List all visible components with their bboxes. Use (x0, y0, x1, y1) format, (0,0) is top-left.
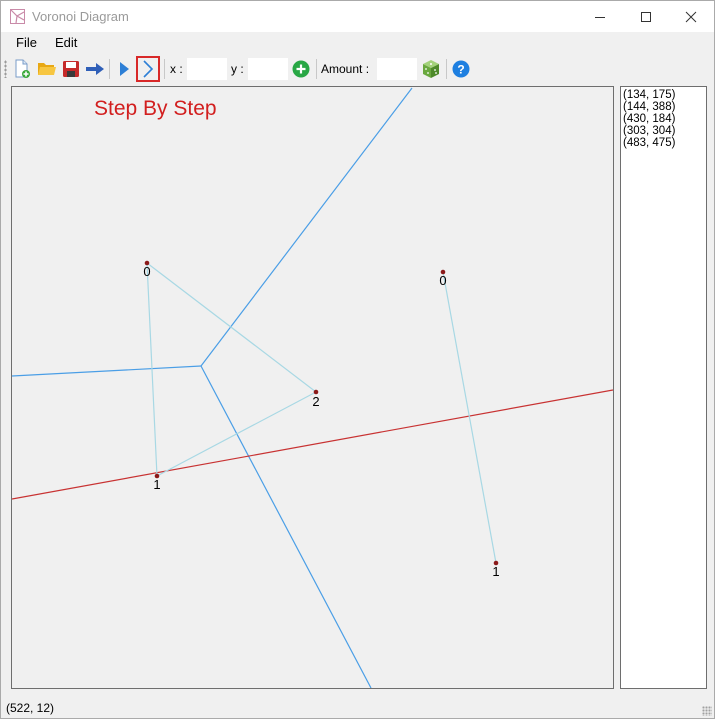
close-icon (685, 11, 697, 22)
triangulation-edge (146, 262, 158, 477)
random-button[interactable] (421, 58, 441, 80)
triangulation-edge (156, 391, 317, 477)
list-item[interactable]: (483, 475) (623, 137, 676, 149)
maximize-button[interactable] (623, 1, 669, 32)
site-point[interactable] (313, 389, 319, 395)
run-button[interactable] (114, 58, 134, 80)
site-label: 0 (143, 264, 150, 279)
site-label: 0 (439, 273, 446, 288)
list-item[interactable]: (430, 184) (623, 113, 676, 125)
toolbar: x : y : Amount : (1, 54, 714, 84)
triangulation-edge (146, 262, 317, 393)
toolbar-separator (109, 59, 110, 79)
save-button[interactable] (61, 58, 81, 80)
add-point-icon (292, 60, 310, 78)
step-next-icon (143, 60, 154, 78)
site-point[interactable] (144, 260, 150, 266)
status-bar: (522, 12) (1, 698, 714, 718)
voronoi-canvas[interactable]: 0 1 2 0 1 Step By Step (11, 86, 614, 689)
list-item[interactable]: (134, 175) (623, 89, 676, 101)
svg-text:?: ? (457, 63, 464, 77)
x-input[interactable] (187, 58, 227, 80)
y-input[interactable] (248, 58, 288, 80)
site-label: 2 (312, 394, 319, 409)
triangulation-edge (442, 271, 497, 564)
toolbar-separator (446, 59, 447, 79)
site-label: 1 (492, 564, 499, 579)
amount-label: Amount : (321, 62, 370, 76)
title-bar[interactable]: Voronoi Diagram (1, 1, 714, 32)
toolbar-separator (164, 59, 165, 79)
voronoi-edge (200, 87, 413, 367)
forward-button[interactable] (85, 58, 105, 80)
menu-file[interactable]: File (16, 35, 37, 50)
site-point[interactable] (440, 269, 446, 275)
resize-grip-icon[interactable] (702, 706, 712, 716)
add-point-button[interactable] (291, 58, 311, 80)
menu-edit[interactable]: Edit (55, 35, 78, 50)
site-point[interactable] (493, 560, 499, 566)
minimize-button[interactable] (577, 1, 623, 32)
points-list[interactable]: (134, 175) (144, 388) (430, 184) (303, 3… (620, 86, 707, 689)
step-by-step-button[interactable] (136, 56, 160, 82)
diagram-svg: 0 1 2 0 1 (12, 87, 613, 688)
help-icon: ? (452, 60, 470, 78)
maximize-icon (641, 11, 651, 22)
x-label: x : (170, 62, 183, 76)
arrow-right-icon (86, 63, 104, 75)
open-folder-icon (38, 63, 56, 75)
help-button[interactable]: ? (451, 58, 471, 80)
window-title: Voronoi Diagram (32, 9, 129, 24)
play-icon (120, 62, 129, 76)
minimize-icon (595, 16, 605, 18)
new-button[interactable] (12, 58, 32, 80)
new-file-icon (15, 59, 30, 78)
amount-input[interactable] (377, 58, 417, 80)
y-label: y : (231, 62, 244, 76)
cursor-coordinates: (522, 12) (6, 701, 55, 715)
toolbar-grip-icon[interactable] (4, 60, 7, 78)
toolbar-separator (316, 59, 317, 79)
mode-title: Step By Step (94, 97, 217, 120)
voronoi-edge (200, 365, 372, 688)
random-dice-icon (423, 60, 439, 78)
menu-bar: File Edit (1, 32, 714, 54)
site-point[interactable] (154, 473, 160, 479)
list-item[interactable]: (303, 304) (623, 125, 676, 137)
voronoi-app-icon (10, 9, 25, 24)
list-item[interactable]: (144, 388) (623, 101, 676, 113)
save-icon (63, 61, 79, 77)
open-button[interactable] (37, 58, 57, 80)
site-label: 1 (153, 477, 160, 492)
voronoi-edge (12, 365, 202, 377)
sweep-line (12, 389, 613, 500)
close-button[interactable] (668, 1, 714, 32)
